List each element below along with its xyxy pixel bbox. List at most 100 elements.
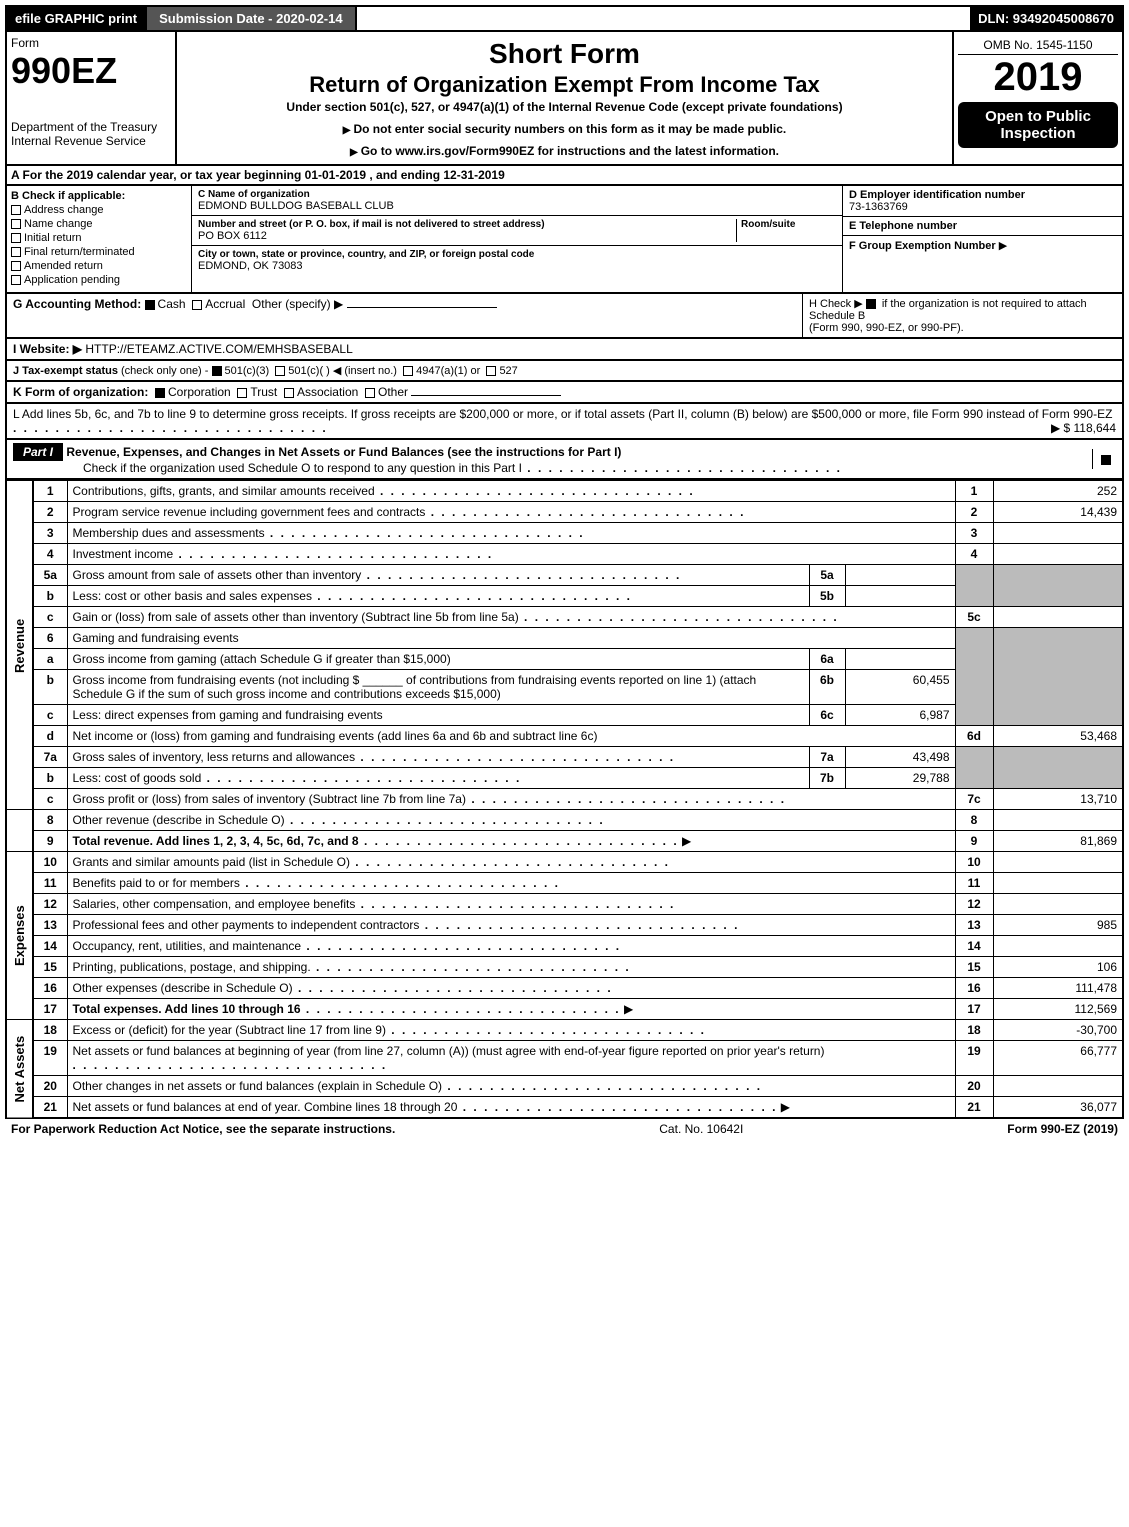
501c-checkbox[interactable] [275,366,285,376]
line-14-desc: Occupancy, rent, utilities, and maintena… [73,939,302,953]
line-5a-desc: Gross amount from sale of assets other t… [73,568,362,582]
street-value: PO BOX 6112 [198,230,736,242]
other-org-checkbox[interactable] [365,388,375,398]
expenses-sidebar: Expenses [6,852,33,1020]
501c-label: 501(c)( ) ◀ (insert no.) [288,365,397,377]
line-6b-subval: 60,455 [845,670,955,705]
accrual-label: Accrual [205,297,245,311]
line-3-desc: Membership dues and assessments [73,526,265,540]
instructions-link[interactable]: Go to www.irs.gov/Form990EZ for instruct… [183,144,946,158]
room-label: Room/suite [741,219,836,230]
part1-badge: Part I [13,443,63,461]
amended-return-checkbox[interactable] [11,261,21,271]
telephone-label: E Telephone number [849,220,1116,232]
name-change-label: Name change [24,218,93,230]
line-6b-subnum: 6b [809,670,845,705]
527-checkbox[interactable] [486,366,496,376]
line-13-num: 13 [33,915,67,936]
line-10-desc: Grants and similar amounts paid (list in… [73,855,350,869]
top-bar: efile GRAPHIC print Submission Date - 20… [5,5,1124,32]
gross-receipts-amount: ▶ $ 118,644 [1051,421,1116,435]
line-18-ref: 18 [955,1020,993,1041]
form-title: Return of Organization Exempt From Incom… [183,72,946,98]
schedule-b-checkbox[interactable] [866,299,876,309]
line-8-desc: Other revenue (describe in Schedule O) [73,813,285,827]
line-6d-val: 53,468 [993,726,1123,747]
line-21-ref: 21 [955,1097,993,1119]
address-change-checkbox[interactable] [11,205,21,215]
line-19-desc: Net assets or fund balances at beginning… [73,1044,825,1058]
ein-value: 73-1363769 [849,201,1116,213]
city-value: EDMOND, OK 73083 [198,260,836,272]
line-18-num: 18 [33,1020,67,1041]
line-7b-num: b [33,768,67,789]
tax-exempt-label: J Tax-exempt status [13,365,118,377]
shaded-cell [955,565,993,607]
line-3-ref: 3 [955,523,993,544]
paperwork-notice: For Paperwork Reduction Act Notice, see … [11,1122,395,1136]
application-pending-checkbox[interactable] [11,275,21,285]
gross-receipts-row: L Add lines 5b, 6c, and 7b to line 9 to … [5,404,1124,440]
527-label: 527 [499,365,517,377]
line-7a-desc: Gross sales of inventory, less returns a… [73,750,356,764]
line-9-num: 9 [33,831,67,852]
line-1-ref: 1 [955,481,993,502]
initial-return-label: Initial return [24,232,81,244]
application-pending-label: Application pending [24,274,120,286]
form-subtitle: Under section 501(c), 527, or 4947(a)(1)… [183,100,946,114]
tax-exempt-row: J Tax-exempt status (check only one) - 5… [5,361,1124,382]
line-6-desc: Gaming and fundraising events [67,628,955,649]
schedule-o-checkbox[interactable] [1101,455,1111,465]
short-form-title: Short Form [183,38,946,70]
association-checkbox[interactable] [284,388,294,398]
col-b-title: B Check if applicable: [11,190,187,202]
dept-treasury: Department of the Treasury [11,120,171,134]
line-12-ref: 12 [955,894,993,915]
line-1-val: 252 [993,481,1123,502]
part1-header-row: Part I Revenue, Expenses, and Changes in… [5,440,1124,480]
part1-check-text: Check if the organization used Schedule … [83,461,522,475]
line-1-num: 1 [33,481,67,502]
501c3-checkbox[interactable] [212,366,222,376]
open-inspection-badge: Open to Public Inspection [958,102,1118,148]
corporation-checkbox[interactable] [155,388,165,398]
efile-print-button[interactable]: efile GRAPHIC print [7,7,147,30]
line-14-num: 14 [33,936,67,957]
h-text3: (Form 990, 990-EZ, or 990-PF). [809,322,964,334]
final-return-label: Final return/terminated [24,246,135,258]
form-ref: Form 990-EZ (2019) [1007,1122,1118,1136]
trust-checkbox[interactable] [237,388,247,398]
irs-label: Internal Revenue Service [11,134,171,148]
line-7a-num: 7a [33,747,67,768]
page-footer: For Paperwork Reduction Act Notice, see … [5,1119,1124,1139]
shaded-cell [955,628,993,726]
association-label: Association [297,385,358,399]
ssn-notice: Do not enter social security numbers on … [183,122,946,136]
accounting-method-row: G Accounting Method: Cash Accrual Other … [7,294,802,337]
line-2-val: 14,439 [993,502,1123,523]
cash-checkbox[interactable] [145,300,155,310]
omb-number: OMB No. 1545-1150 [958,36,1118,55]
name-change-checkbox[interactable] [11,219,21,229]
line-5a-subnum: 5a [809,565,845,586]
line-16-val: 111,478 [993,978,1123,999]
tax-year: 2019 [958,55,1118,100]
line-7b-desc: Less: cost of goods sold [73,771,202,785]
line-21-val: 36,077 [993,1097,1123,1119]
line-21-num: 21 [33,1097,67,1119]
final-return-checkbox[interactable] [11,247,21,257]
line-4-desc: Investment income [73,547,174,561]
schedule-b-row: H Check ▶ if the organization is not req… [802,294,1122,337]
line-8-val [993,810,1123,831]
line-19-num: 19 [33,1041,67,1076]
initial-return-checkbox[interactable] [11,233,21,243]
line-14-val [993,936,1123,957]
shaded-cell [955,747,993,789]
4947-checkbox[interactable] [403,366,413,376]
line-7c-num: c [33,789,67,810]
website-link[interactable]: HTTP://ETEAMZ.ACTIVE.COM/EMHSBASEBALL [85,342,352,356]
other-org-label: Other [378,385,408,399]
accrual-checkbox[interactable] [192,300,202,310]
line-5c-desc: Gain or (loss) from sale of assets other… [73,610,519,624]
line-6c-subnum: 6c [809,705,845,726]
